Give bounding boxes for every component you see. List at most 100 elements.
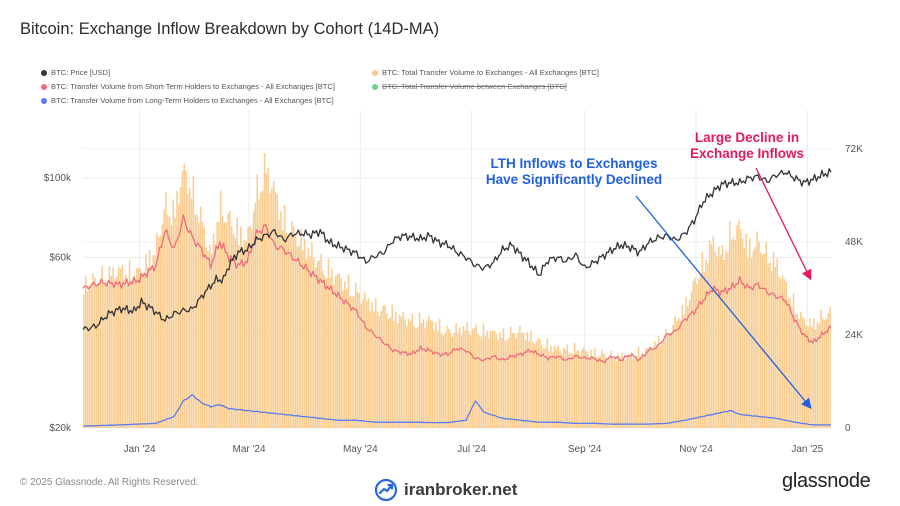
volume-bar — [327, 258, 330, 428]
volume-bar — [805, 325, 808, 428]
volume-bar — [334, 275, 337, 428]
volume-bar — [117, 266, 120, 428]
volume-bar — [283, 204, 286, 428]
volume-bar — [765, 242, 767, 428]
volume-bar — [628, 354, 631, 428]
volume-bar — [296, 246, 299, 428]
x-tick-label: Jul '24 — [457, 444, 486, 455]
volume-bar — [803, 319, 806, 428]
volume-bar — [537, 338, 539, 428]
volume-bar — [756, 231, 758, 428]
volume-bar — [794, 314, 797, 428]
volume-bar — [415, 327, 417, 428]
volume-bar — [278, 219, 280, 428]
legend-item-price[interactable]: BTC: Price [USD] — [41, 68, 110, 77]
volume-bar — [544, 347, 547, 428]
lth-annotation: LTH Inflows to Exchanges Have Significan… — [478, 156, 670, 188]
volume-bar — [429, 319, 432, 428]
volume-bar — [427, 316, 430, 428]
volume-bar — [656, 345, 658, 428]
volume-bar — [510, 326, 512, 428]
volume-bar — [123, 280, 125, 428]
volume-bar — [280, 211, 282, 428]
volume-bar — [533, 344, 536, 428]
x-tick-label: Mar '24 — [232, 444, 265, 455]
volume-bar — [588, 356, 591, 428]
volume-bar — [697, 279, 700, 428]
volume-bar — [632, 358, 634, 428]
legend-item-lth[interactable]: BTC: Transfer Volume from Long-Term Hold… — [41, 96, 334, 105]
volume-bar — [418, 312, 421, 428]
volume-bar — [126, 281, 129, 428]
volume-bar — [378, 315, 381, 428]
volume-bar — [617, 353, 620, 428]
volume-bar — [584, 350, 587, 428]
volume-bar — [652, 349, 654, 428]
volume-bar — [657, 336, 660, 428]
volume-bar — [314, 267, 317, 428]
volume-bar — [670, 332, 673, 428]
volume-bar — [329, 278, 331, 428]
volume-bar — [727, 252, 729, 428]
legend-label-lth: BTC: Transfer Volume from Long-Term Hold… — [51, 96, 334, 105]
volume-bar — [743, 248, 746, 428]
decline-annotation-line2: Exchange Inflows — [689, 146, 805, 161]
volume-bar — [163, 209, 165, 428]
volume-bar — [759, 252, 762, 428]
volume-bar — [139, 269, 142, 428]
brand-watermark[interactable]: iranbroker.net — [374, 478, 517, 502]
volume-bar — [384, 304, 386, 428]
volume-bar — [289, 235, 291, 428]
volume-bar — [365, 301, 368, 428]
volume-bar — [396, 322, 399, 428]
volume-bar — [774, 267, 777, 428]
volume-bar — [183, 163, 186, 428]
volume-bar — [477, 333, 479, 428]
volume-bar — [302, 250, 304, 428]
volume-bar — [417, 327, 419, 428]
volume-bar — [446, 325, 448, 428]
arrow-layer — [635, 167, 812, 410]
volume-bar — [597, 357, 600, 428]
volume-bar — [95, 285, 98, 428]
volume-bar — [320, 253, 322, 428]
volume-bar — [400, 316, 403, 428]
volume-bar — [586, 352, 589, 428]
legend-item-total-volume[interactable]: BTC: Total Transfer Volume to Exchanges … — [372, 68, 599, 77]
volume-bar — [603, 353, 605, 428]
volume-bar — [524, 340, 527, 428]
volume-bar — [143, 272, 145, 428]
volume-bar — [783, 279, 786, 428]
volume-bar — [181, 170, 184, 429]
volume-bar — [154, 255, 156, 428]
volume-bar — [535, 341, 538, 428]
volume-bar — [800, 311, 802, 428]
legend-swatch-price — [41, 69, 47, 76]
volume-bar — [141, 273, 144, 428]
volume-bar — [738, 219, 740, 428]
volume-bar — [411, 313, 414, 428]
volume-bar — [219, 190, 222, 428]
volume-bar — [174, 218, 176, 428]
volume-bar — [718, 246, 720, 428]
volume-bar — [499, 332, 501, 428]
brand-name: iranbroker.net — [404, 480, 518, 499]
volume-bar — [323, 275, 326, 428]
volume-bar — [101, 265, 103, 428]
legend-item-between-exchanges[interactable]: BTC: Total Transfer Volume between Excha… — [372, 82, 567, 91]
volume-bar — [552, 352, 554, 428]
volume-bar — [105, 279, 107, 428]
volume-bar — [274, 191, 277, 428]
volume-bar — [178, 204, 180, 428]
volume-bar — [387, 319, 390, 428]
volume-bar — [473, 327, 476, 428]
volume-bar — [568, 353, 570, 428]
volume-bar — [781, 275, 784, 428]
volume-bar — [818, 323, 820, 428]
volume-bar — [205, 247, 207, 428]
volume-bar — [645, 348, 647, 428]
volume-bar — [566, 344, 569, 428]
legend-item-sth[interactable]: BTC: Transfer Volume from Short-Term Hol… — [41, 82, 335, 91]
volume-bar — [375, 297, 377, 428]
